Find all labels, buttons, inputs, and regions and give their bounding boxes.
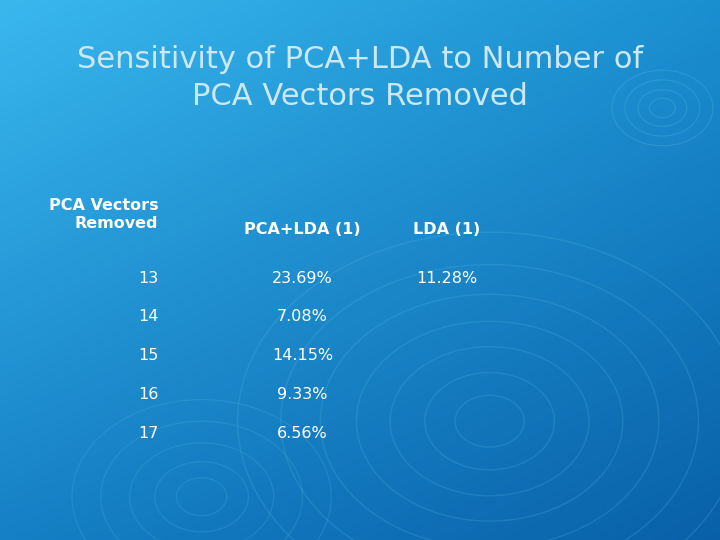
Text: 11.28%: 11.28%: [415, 271, 477, 286]
Text: 14: 14: [138, 309, 158, 325]
Text: LDA (1): LDA (1): [413, 222, 480, 237]
Text: 9.33%: 9.33%: [277, 387, 328, 402]
Text: 13: 13: [138, 271, 158, 286]
Text: 14.15%: 14.15%: [272, 348, 333, 363]
Text: PCA Vectors
Removed: PCA Vectors Removed: [49, 198, 158, 231]
Text: 17: 17: [138, 426, 158, 441]
Text: PCA+LDA (1): PCA+LDA (1): [244, 222, 361, 237]
Text: 16: 16: [138, 387, 158, 402]
Text: 7.08%: 7.08%: [277, 309, 328, 325]
Text: 15: 15: [138, 348, 158, 363]
Text: 23.69%: 23.69%: [272, 271, 333, 286]
Text: 6.56%: 6.56%: [277, 426, 328, 441]
Text: Sensitivity of PCA+LDA to Number of
PCA Vectors Removed: Sensitivity of PCA+LDA to Number of PCA …: [77, 45, 643, 111]
